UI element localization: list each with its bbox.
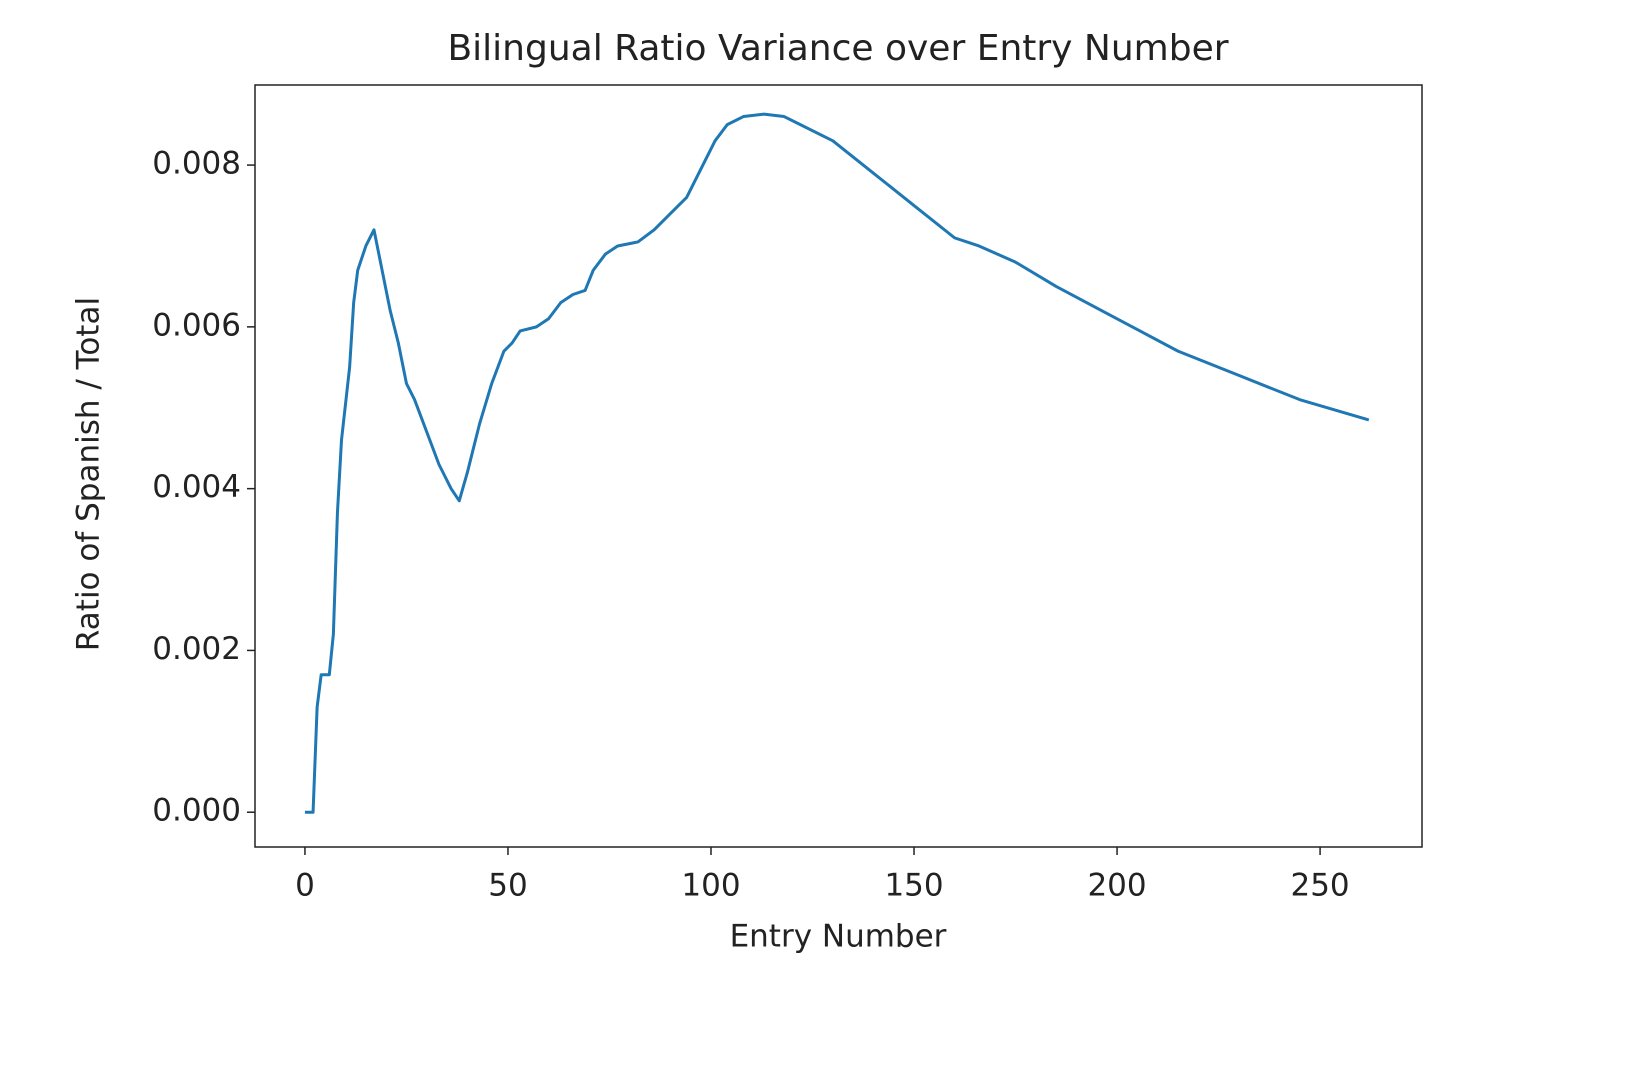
chart-title: Bilingual Ratio Variance over Entry Numb… <box>447 28 1228 69</box>
x-tick-label: 50 <box>488 868 527 904</box>
x-axis-label: Entry Number <box>730 919 947 955</box>
x-tick-label: 150 <box>884 868 943 904</box>
data-line <box>304 112 1370 814</box>
x-tick-label: 0 <box>295 868 315 904</box>
y-tick-label: 0.002 <box>152 631 241 667</box>
x-tick-label: 100 <box>681 868 740 904</box>
x-tick-label: 200 <box>1087 868 1146 904</box>
y-axis-label: Ratio of Spanish / Total <box>71 297 107 651</box>
y-tick-label: 0.000 <box>152 793 241 829</box>
y-tick-label: 0.006 <box>152 307 241 343</box>
y-tick-label: 0.008 <box>152 146 241 182</box>
y-tick-label: 0.004 <box>152 469 241 505</box>
plot-frame <box>254 84 1423 848</box>
x-tick-label: 250 <box>1290 868 1349 904</box>
